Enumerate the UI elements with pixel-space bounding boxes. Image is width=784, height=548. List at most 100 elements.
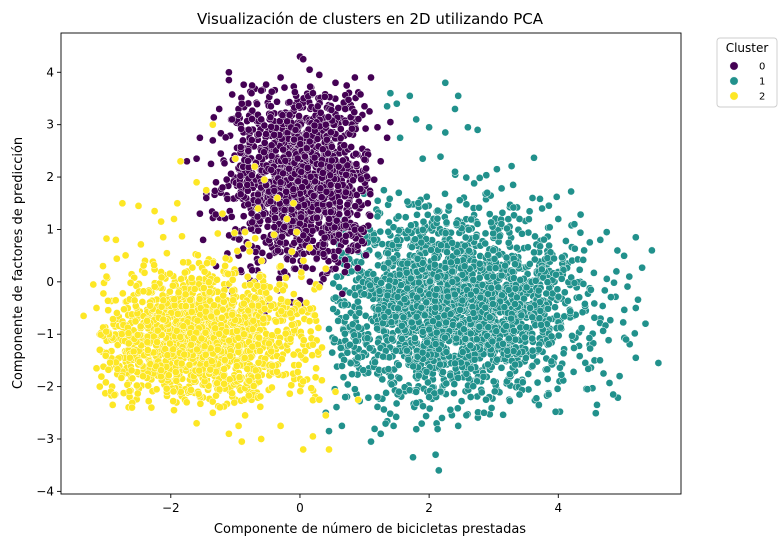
point-cluster-1 [389,223,398,232]
point-cluster-1 [413,293,421,302]
point-cluster-1 [405,92,414,100]
point-cluster-0 [336,125,345,133]
point-cluster-0 [281,156,290,165]
point-cluster-0 [282,197,291,206]
point-cluster-1 [540,235,548,244]
point-cluster-1 [531,276,540,285]
point-cluster-1 [467,215,476,224]
point-cluster-1 [590,299,599,308]
point-cluster-1 [412,388,420,396]
point-cluster-1 [392,399,401,408]
point-cluster-1 [454,92,463,100]
point-cluster-1 [461,335,470,343]
point-cluster-1 [482,395,490,404]
point-cluster-2 [126,279,135,287]
point-cluster-1 [461,233,470,242]
point-cluster-1 [602,275,611,283]
point-cluster-1 [499,340,507,348]
point-cluster-1 [543,375,552,383]
point-cluster-0 [338,156,347,165]
point-cluster-0 [309,89,317,98]
point-cluster-1 [509,203,518,212]
point-cluster-1 [442,348,451,356]
point-cluster-0 [360,102,369,111]
point-cluster-1 [343,380,352,389]
point-cluster-0 [326,181,335,189]
point-cluster-1 [343,348,352,357]
point-cluster-1 [418,348,427,357]
point-cluster-1 [511,300,519,308]
point-cluster-0 [247,136,256,144]
point-cluster-1 [394,304,402,313]
point-cluster-2 [314,324,323,332]
point-cluster-1 [556,323,565,332]
point-cluster-1 [439,368,447,376]
point-cluster-1 [329,305,338,313]
point-cluster-1 [399,313,408,322]
point-cluster-1 [475,259,484,268]
point-cluster-0 [357,175,365,184]
point-cluster-1 [403,346,411,355]
point-cluster-0 [360,155,369,164]
point-cluster-1 [381,419,390,428]
point-cluster-0 [327,128,335,137]
point-cluster-1 [504,285,513,294]
point-cluster-0 [248,266,256,275]
point-cluster-0 [243,181,252,189]
point-cluster-1 [619,318,628,327]
point-cluster-0 [289,185,298,194]
point-cluster-1 [517,311,526,320]
point-cluster-1 [475,203,483,212]
point-cluster-1 [365,344,374,353]
point-cluster-1 [384,282,393,291]
point-cluster-1 [394,188,403,197]
point-cluster-1 [432,285,441,294]
point-cluster-1 [451,105,459,113]
point-cluster-0 [227,212,236,221]
point-cluster-0 [317,160,326,169]
point-cluster-0 [239,212,248,221]
point-cluster-1 [446,405,455,414]
point-cluster-1 [491,264,500,272]
point-cluster-1 [562,237,570,245]
point-cluster-1 [440,311,449,320]
point-cluster-1 [544,340,553,348]
point-cluster-1 [550,254,558,263]
point-cluster-1 [431,340,440,348]
point-cluster-0 [253,212,262,221]
point-cluster-1 [489,229,498,238]
point-cluster-1 [354,323,363,332]
point-cluster-1 [489,300,497,308]
point-cluster-1 [545,223,554,232]
point-cluster-1 [448,239,457,247]
point-cluster-1 [398,335,406,343]
point-cluster-1 [525,260,534,268]
point-cluster-0 [267,152,276,160]
point-cluster-0 [223,194,232,203]
point-cluster-0 [228,115,236,124]
point-cluster-1 [408,243,416,251]
point-cluster-0 [228,90,237,99]
point-cluster-1 [481,239,490,248]
point-cluster-1 [536,195,544,203]
point-cluster-1 [502,253,511,262]
point-cluster-0 [236,190,245,199]
point-cluster-0 [376,157,385,166]
point-cluster-1 [341,393,350,401]
point-cluster-1 [490,255,499,263]
point-cluster-1 [398,321,406,330]
point-cluster-1 [600,286,609,295]
point-cluster-0 [291,88,299,97]
point-cluster-1 [631,233,640,242]
point-cluster-2 [256,347,264,355]
point-cluster-1 [479,372,488,381]
point-cluster-1 [536,307,545,315]
point-cluster-2 [233,247,242,255]
point-cluster-0 [294,102,303,110]
point-cluster-1 [581,300,589,308]
point-cluster-0 [354,115,363,123]
point-cluster-1 [434,466,443,475]
point-cluster-1 [441,229,450,237]
point-cluster-1 [449,321,457,329]
